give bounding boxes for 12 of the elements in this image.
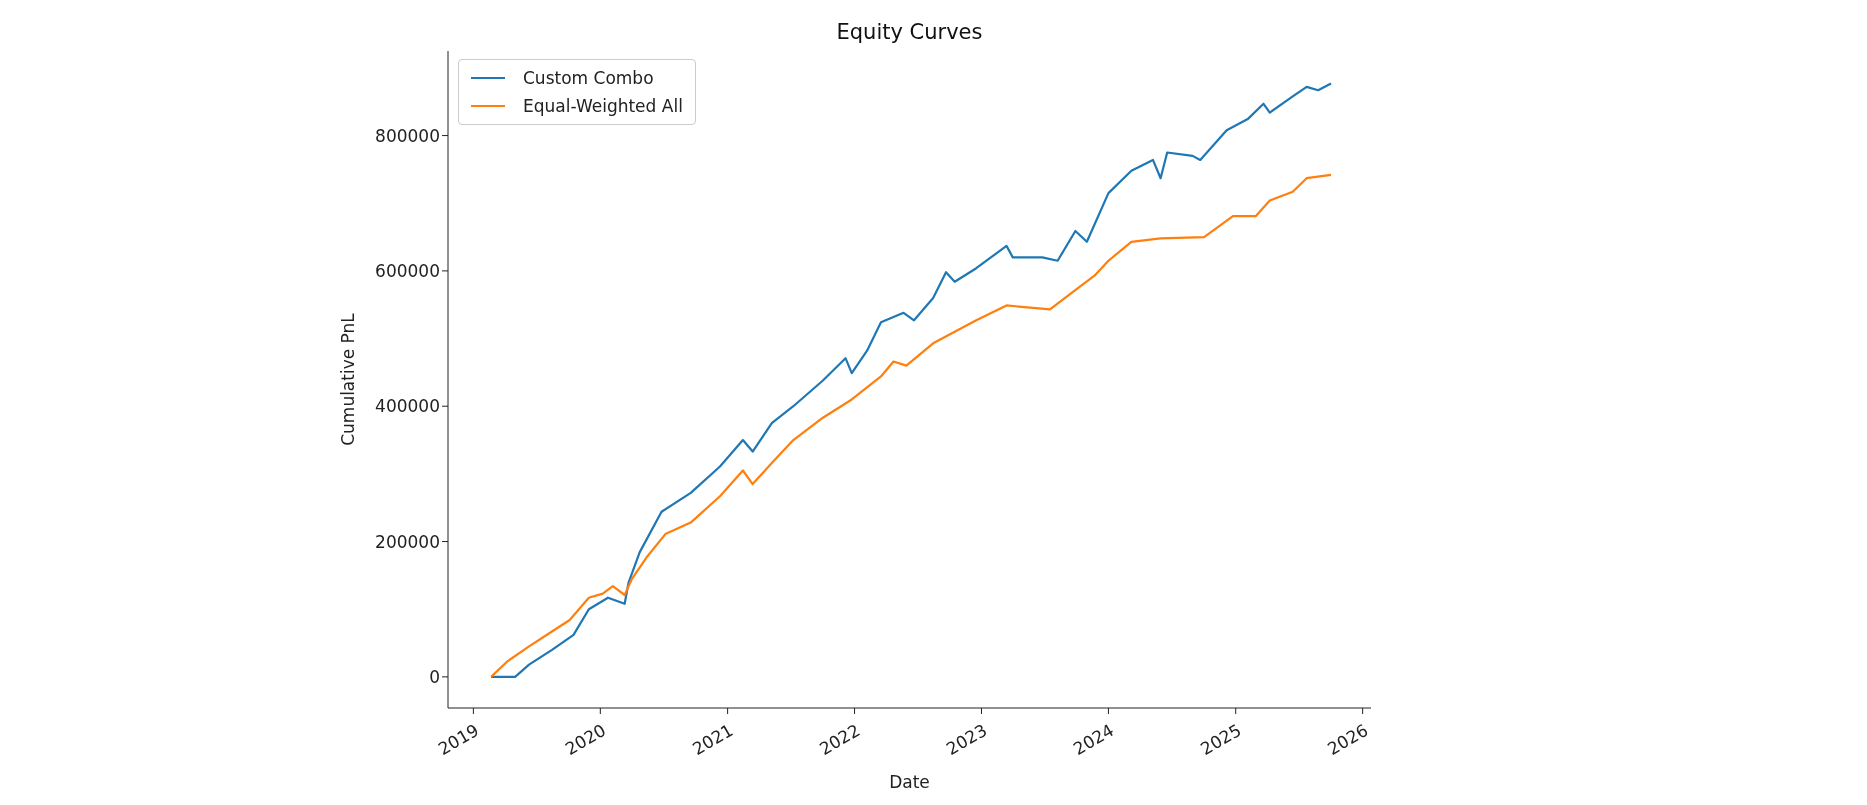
y-tick-label: 0	[429, 666, 440, 687]
x-axis-title: Date	[889, 772, 930, 792]
y-tick-label: 200000	[375, 531, 440, 552]
y-tick-label: 600000	[375, 260, 440, 281]
legend-label: Equal-Weighted All	[523, 95, 683, 118]
line-series	[490, 82, 1333, 678]
chart-title: Equity Curves	[835, 20, 984, 44]
y-tick-label: 800000	[375, 125, 440, 146]
legend-label: Custom Combo	[523, 67, 654, 90]
y-tick-label: 400000	[375, 396, 440, 417]
y-axis-title: Cumulative PnL	[338, 312, 359, 446]
line-series	[490, 173, 1333, 678]
